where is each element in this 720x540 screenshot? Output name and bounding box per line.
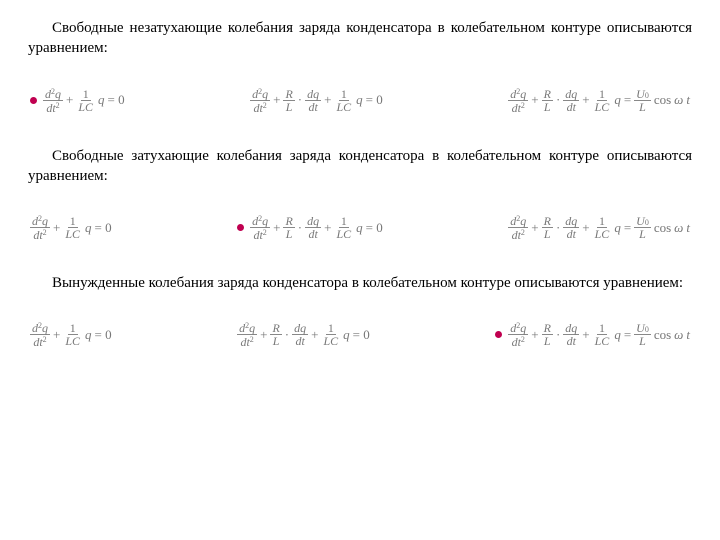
eq-3b: d2qdt2 + RL · dqdt + 1LC q = 0 xyxy=(237,321,370,348)
paragraph-damped: Свободные затухающие колебания заряда ко… xyxy=(28,146,692,187)
eq-3b-cell: d2qdt2 + RL · dqdt + 1LC q = 0 xyxy=(237,321,370,348)
eq-1b: d2qdt2 + RL · dqdt + 1LC q = 0 xyxy=(250,87,383,114)
eq-3a: d2qdt2 + 1LC q = 0 xyxy=(30,321,112,348)
equation-row-3: d2qdt2 + 1LC q = 0 d2qdt2 + RL · dqdt + … xyxy=(28,321,692,348)
eq-2c-cell: d2qdt2 + RL · dqdt + 1LC q = U0L cosωt xyxy=(508,214,690,241)
eq-3c: d2qdt2 + RL · dqdt + 1LC q = U0L cosωt xyxy=(508,321,690,348)
eq-1c-cell: d2qdt2 + RL · dqdt + 1LC q = U0L cosωt xyxy=(508,87,690,114)
eq-2b-cell: d2qdt2 + RL · dqdt + 1LC q = 0 xyxy=(237,214,383,241)
equation-row-2: d2qdt2 + 1LC q = 0 d2qdt2 + RL · dqdt + … xyxy=(28,214,692,241)
eq-1a-cell: d2qdt2 + 1LC q = 0 xyxy=(30,87,125,114)
eq-1b-cell: d2qdt2 + RL · dqdt + 1LC q = 0 xyxy=(250,87,383,114)
bullet-1a xyxy=(30,97,37,104)
eq-2a-cell: d2qdt2 + 1LC q = 0 xyxy=(30,214,112,241)
eq-2a: d2qdt2 + 1LC q = 0 xyxy=(30,214,112,241)
eq-1a: d2qdt2 + 1LC q = 0 xyxy=(43,87,125,114)
eq-1c: d2qdt2 + RL · dqdt + 1LC q = U0L cosωt xyxy=(508,87,690,114)
eq-2b: d2qdt2 + RL · dqdt + 1LC q = 0 xyxy=(250,214,383,241)
eq-3a-cell: d2qdt2 + 1LC q = 0 xyxy=(30,321,112,348)
equation-row-1: d2qdt2 + 1LC q = 0 d2qdt2 + RL · dqdt + … xyxy=(28,87,692,114)
eq-2c: d2qdt2 + RL · dqdt + 1LC q = U0L cosωt xyxy=(508,214,690,241)
paragraph-forced: Вынужденные колебания заряда конденсатор… xyxy=(28,273,692,293)
eq-3c-cell: d2qdt2 + RL · dqdt + 1LC q = U0L cosωt xyxy=(495,321,690,348)
bullet-2b xyxy=(237,224,244,231)
paragraph-undamped: Свободные незатухающие колебания заряда … xyxy=(28,18,692,59)
bullet-3c xyxy=(495,331,502,338)
